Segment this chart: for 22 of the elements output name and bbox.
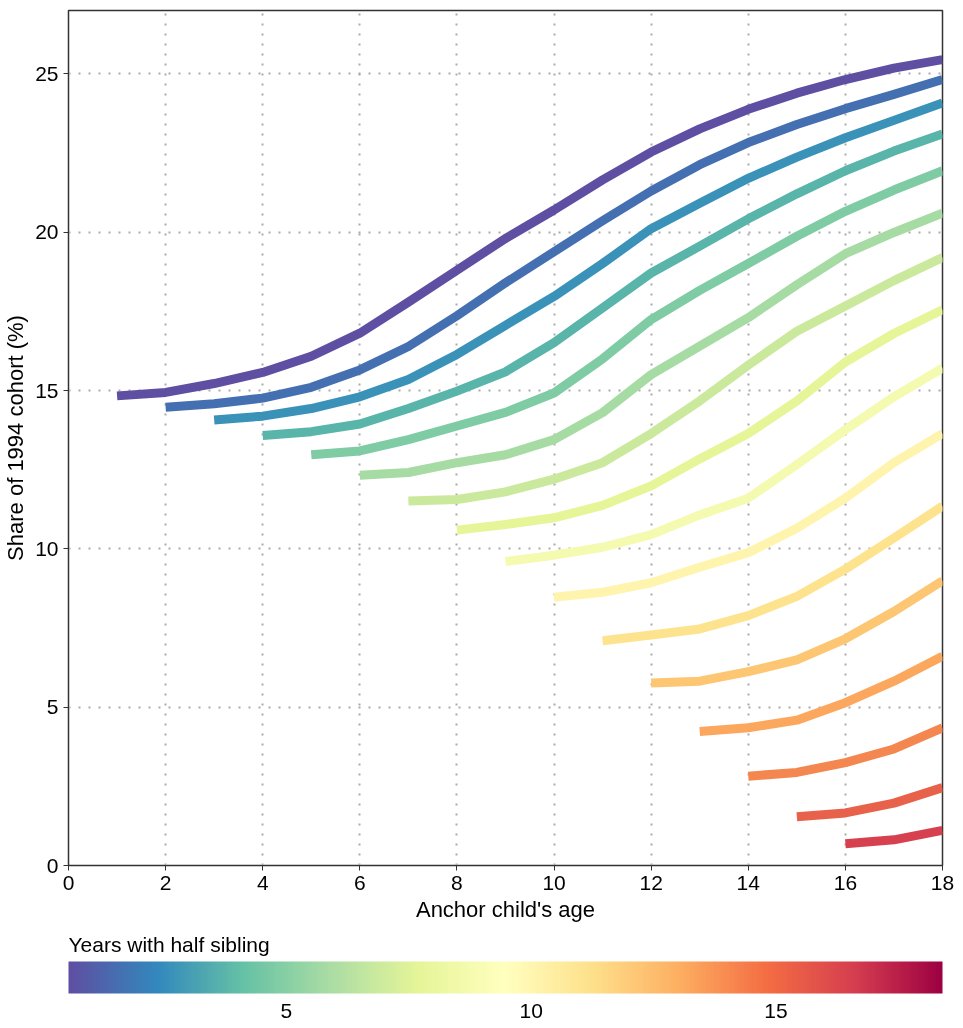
color-bar-title: Years with half sibling [68,932,270,956]
y-tick-label: 20 [35,220,59,244]
color-bar-label: 5 [280,998,293,1022]
x-tick-label: 14 [736,870,761,894]
x-tick-label: 4 [256,870,269,894]
x-tick-label: 2 [159,870,172,894]
x-tick-label: 0 [62,870,75,894]
x-axis-title: Anchor child's age [415,896,596,922]
color-bar-label: 10 [519,998,543,1022]
x-tick-label: 12 [639,870,663,894]
x-tick-label: 8 [451,870,463,894]
y-tick-label: 5 [46,695,59,719]
y-tick-label: 25 [35,61,59,85]
y-tick-label: 0 [46,853,59,877]
y-axis-title: Share of 1994 cohort (%) [3,315,29,561]
y-tick-label: 10 [35,536,59,560]
x-tick-label: 18 [930,870,955,894]
y-tick-label: 15 [35,378,59,402]
x-tick-label: 16 [833,870,858,894]
color-bar-label: 15 [764,998,788,1022]
x-tick-label: 10 [542,870,566,894]
x-tick-label: 6 [353,870,366,894]
